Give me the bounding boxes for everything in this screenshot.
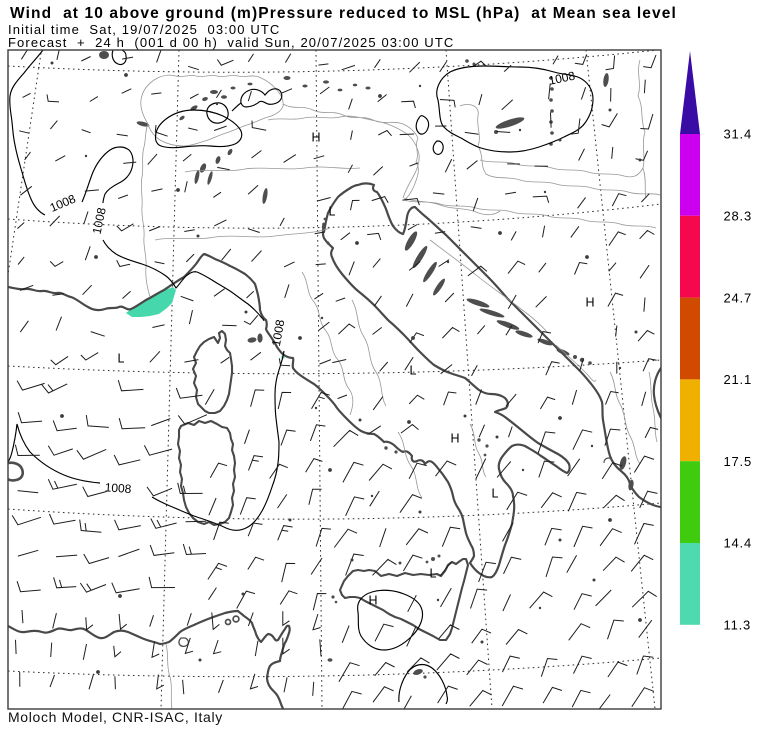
svg-text:14.4: 14.4 <box>724 536 753 551</box>
svg-text:L: L <box>410 363 417 377</box>
svg-text:Initial time Sat, 19/07/2025: Initial time Sat, 19/07/2025 03:00 UTC <box>8 22 280 37</box>
svg-text:31.4: 31.4 <box>724 127 753 142</box>
svg-text:1008: 1008 <box>90 206 109 235</box>
svg-text:L: L <box>492 486 499 500</box>
svg-text:H: H <box>585 295 594 309</box>
svg-text:H: H <box>450 431 459 445</box>
svg-text:L: L <box>118 351 125 365</box>
svg-text:Forecast + 24 h (001 d 00 h: Forecast + 24 h (001 d 00 h) valid Sun, … <box>8 35 454 50</box>
svg-text:L: L <box>430 566 437 580</box>
svg-text:L: L <box>329 204 336 218</box>
svg-text:17.5: 17.5 <box>724 454 753 469</box>
svg-text:H: H <box>311 130 320 144</box>
svg-text:11.3: 11.3 <box>724 618 752 633</box>
svg-text:1008: 1008 <box>269 318 287 347</box>
svg-text:Wind at 10 above ground (m)Pr: Wind at 10 above ground (m)Pressure redu… <box>10 5 677 22</box>
svg-text:1008: 1008 <box>104 480 132 496</box>
svg-text:21.1: 21.1 <box>724 372 753 387</box>
svg-text:28.3: 28.3 <box>724 209 753 224</box>
svg-text:H: H <box>368 593 377 607</box>
svg-text:24.7: 24.7 <box>724 290 753 305</box>
svg-text:Moloch Model, CNR-ISAC, Italy: Moloch Model, CNR-ISAC, Italy <box>8 709 223 725</box>
svg-text:1008: 1008 <box>547 69 576 88</box>
